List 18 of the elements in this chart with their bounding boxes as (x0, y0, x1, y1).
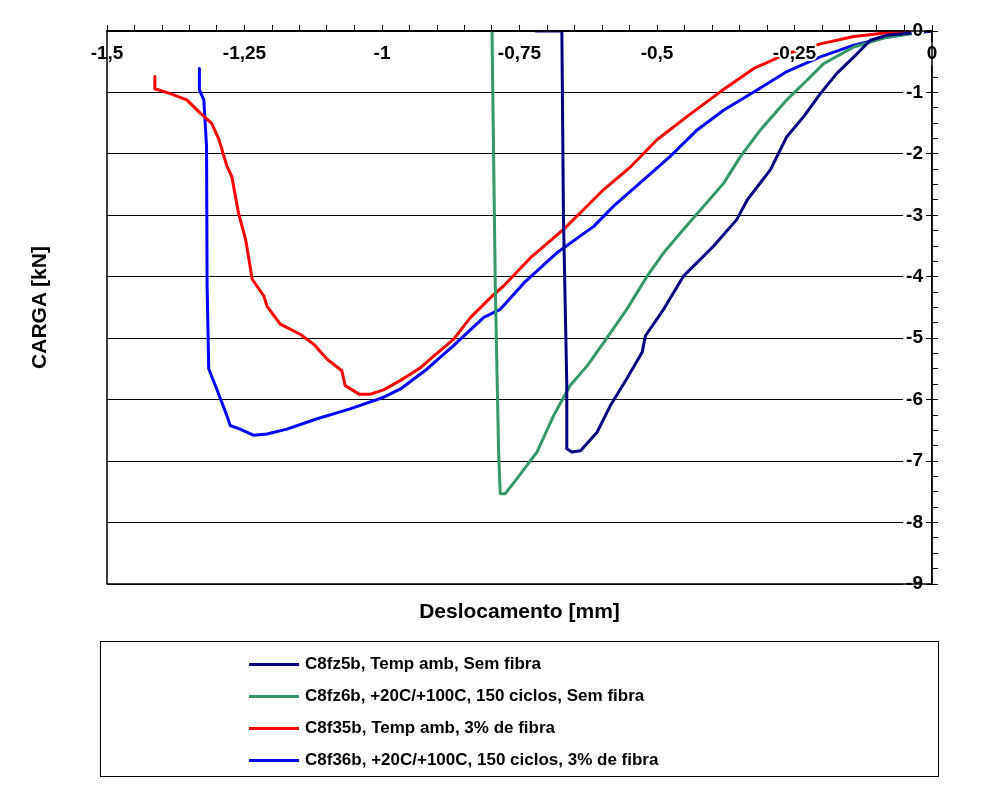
x-tick-label: -1 (373, 42, 391, 64)
legend-label: C8fz6b, +20C/+100C, 150 ciclos, Sem fibra (305, 686, 645, 706)
x-tick-label: -0,75 (497, 42, 542, 64)
x-axis-title: Deslocamento [mm] (419, 598, 620, 622)
legend-label: C8f35b, Temp amb, 3% de fibra (305, 718, 556, 738)
x-tick-label: -0,5 (640, 42, 674, 64)
y-tick-label: -4 (906, 265, 924, 287)
y-axis-title: CARGA [kN] (26, 246, 50, 369)
y-tick-label: -7 (906, 449, 924, 471)
legend-label: C8f36b, +20C/+100C, 150 ciclos, 3% de fibra (305, 750, 659, 770)
legend-label: C8fz5b, Temp amb, Sem fibra (305, 654, 541, 674)
y-tick-label: -3 (906, 203, 924, 225)
y-tick-label: -1 (906, 80, 924, 102)
y-tick-label: -5 (906, 326, 924, 348)
y-tick-label: -8 (906, 510, 924, 532)
y-tick-label: -2 (906, 142, 924, 164)
x-tick-label: -1,25 (222, 42, 267, 64)
y-tick-label: -6 (906, 387, 924, 409)
